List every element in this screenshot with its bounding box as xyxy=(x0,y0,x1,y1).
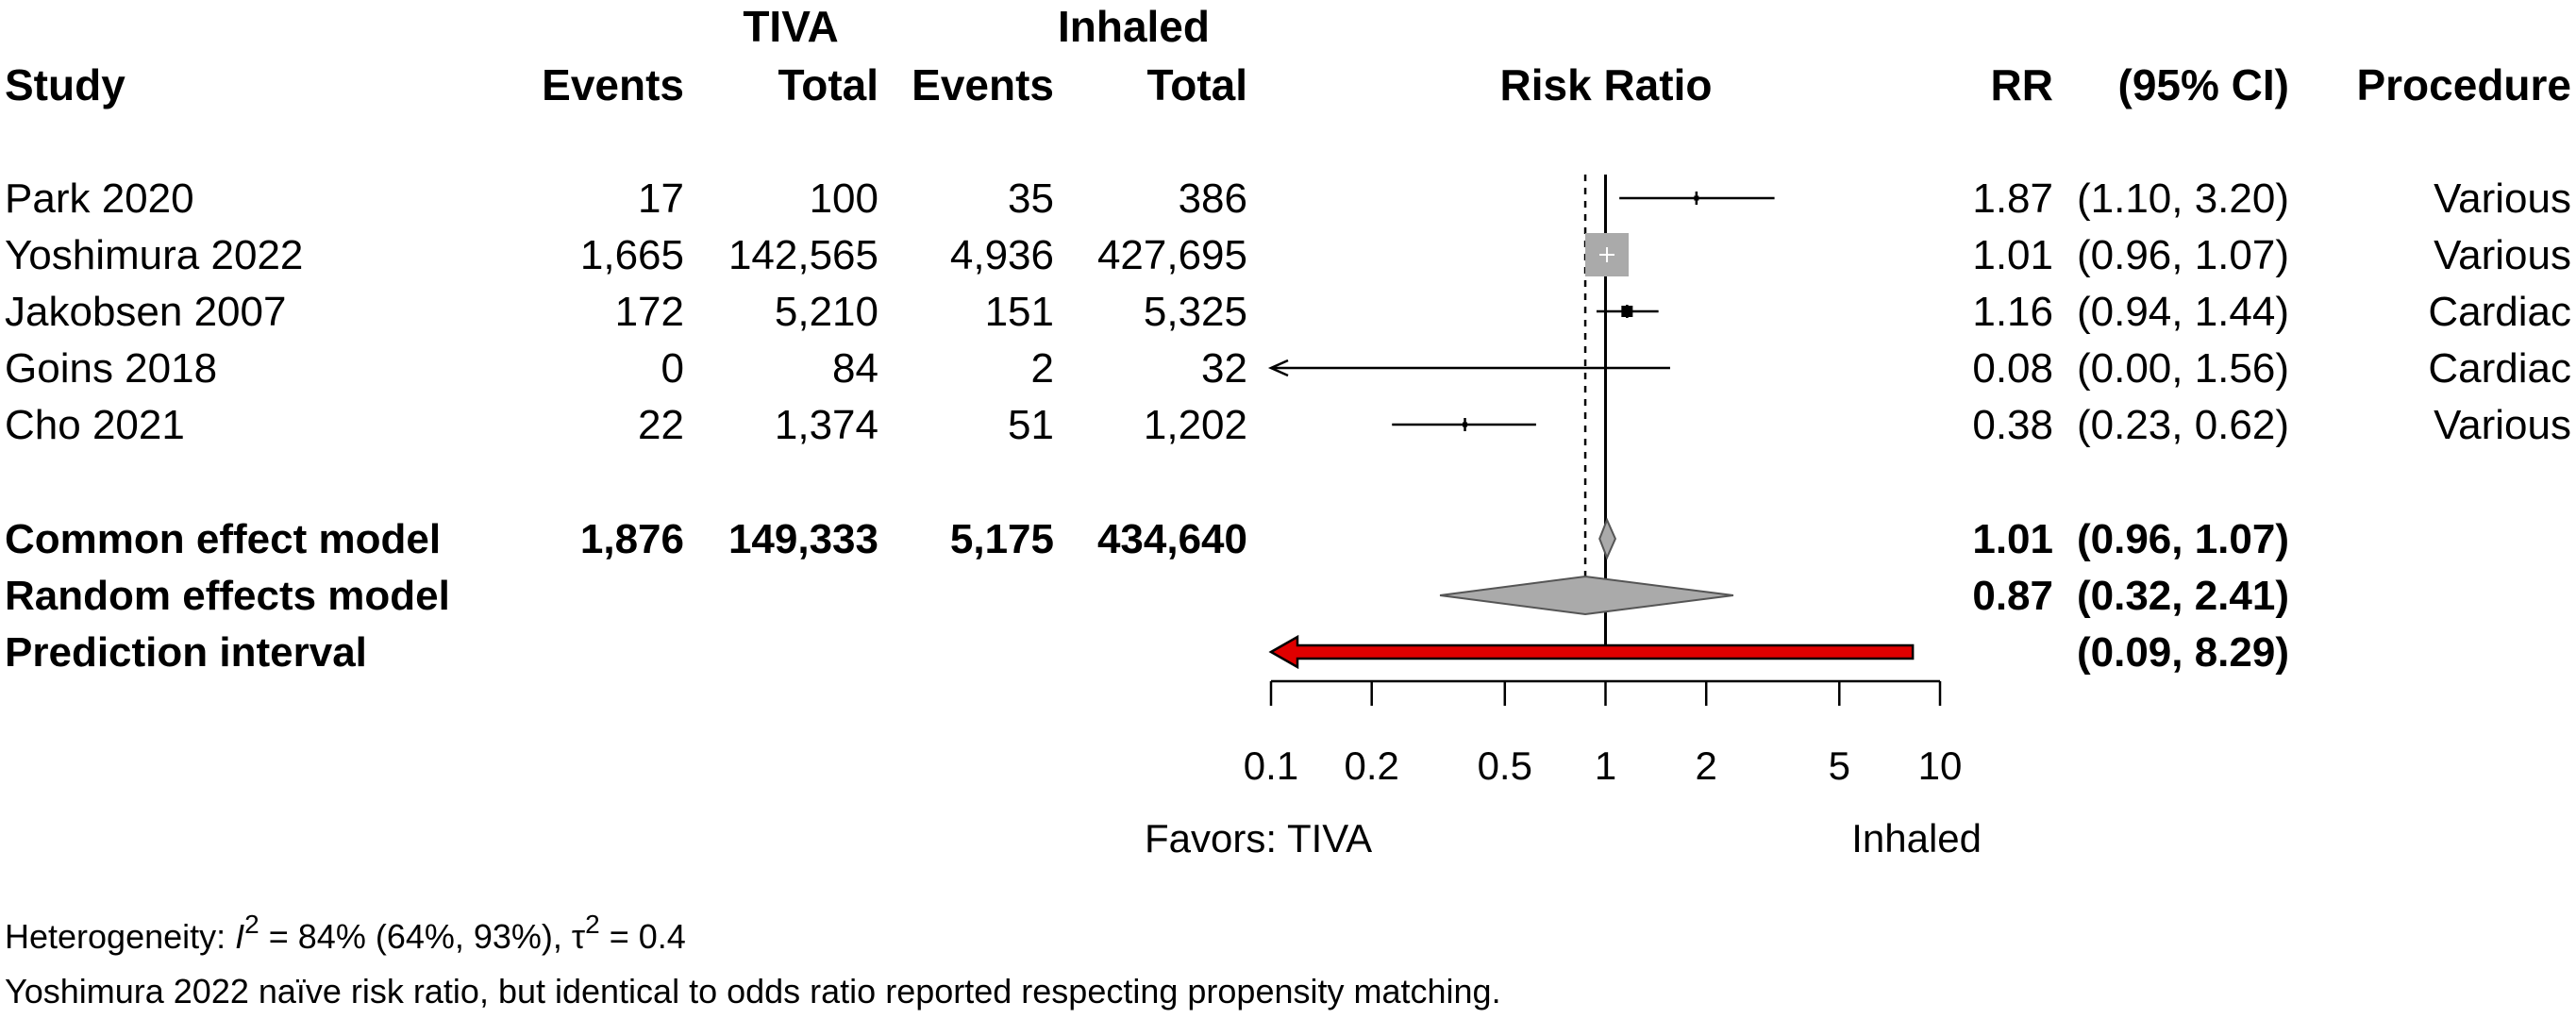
x-tick-label: 1 xyxy=(1595,743,1616,788)
header-procedure: Procedure xyxy=(2356,60,2571,109)
row-ci: (0.00, 1.56) xyxy=(2077,345,2289,392)
row-tiva-total: 149,333 xyxy=(728,516,878,562)
row-tiva-total: 100 xyxy=(810,175,878,222)
row-name: Park 2020 xyxy=(5,175,194,222)
header-risk-ratio: Risk Ratio xyxy=(1500,60,1713,109)
row-name: Prediction interval xyxy=(5,629,367,676)
row-procedure: Cardiac xyxy=(2428,345,2571,392)
row-inhaled-total: 32 xyxy=(1201,345,1247,392)
row-inhaled-total: 427,695 xyxy=(1097,232,1247,278)
header-study: Study xyxy=(5,60,125,109)
row-ci: (1.10, 3.20) xyxy=(2077,175,2289,222)
row-inhaled-total: 434,640 xyxy=(1097,516,1247,562)
header-inhaled: Inhaled xyxy=(1058,2,1210,51)
row-rr: 0.38 xyxy=(1972,402,2053,448)
row-ci: (0.32, 2.41) xyxy=(2077,573,2289,619)
row-inhaled-events: 4,936 xyxy=(950,232,1054,278)
x-axis: 0.1 0.2 0.5 1 2 5 10 Favors: TIVA Inhaled xyxy=(1145,679,1982,860)
row-tiva-total: 142,565 xyxy=(728,232,878,278)
heterogeneity-text: Heterogeneity: I2 = 84% (64%, 93%), τ2 =… xyxy=(5,910,686,956)
row-name: Jakobsen 2007 xyxy=(5,289,286,335)
summary-diamond xyxy=(1598,517,1617,560)
footer: Heterogeneity: I2 = 84% (64%, 93%), τ2 =… xyxy=(5,910,1501,1011)
row-tiva-events: 22 xyxy=(638,402,684,448)
x-tick-label: 0.2 xyxy=(1345,743,1399,788)
row-rr: 1.16 xyxy=(1972,289,2053,335)
row-inhaled-total: 1,202 xyxy=(1144,402,1247,448)
x-tick-label: 0.1 xyxy=(1244,743,1298,788)
prediction-interval-bar xyxy=(1268,634,1915,670)
row-procedure: Various xyxy=(2434,402,2571,448)
row-name: Random effects model xyxy=(5,573,450,619)
row-inhaled-events: 151 xyxy=(985,289,1054,335)
row-tiva-events: 1,876 xyxy=(580,516,684,562)
row-name: Goins 2018 xyxy=(5,345,217,392)
row-procedure: Cardiac xyxy=(2428,289,2571,335)
row-inhaled-events: 5,175 xyxy=(950,516,1054,562)
summary-diamond xyxy=(1439,575,1734,616)
row-inhaled-events: 2 xyxy=(1031,345,1054,392)
row-rr: 0.08 xyxy=(1972,345,2053,392)
header-inhaled-events: Events xyxy=(912,60,1054,109)
x-label-left: Favors: TIVA xyxy=(1145,816,1372,860)
header-inhaled-total: Total xyxy=(1147,60,1247,109)
row-inhaled-events: 51 xyxy=(1008,402,1054,448)
footnote-text: Yoshimura 2022 naïve risk ratio, but ide… xyxy=(5,972,1501,1011)
row-ci: (0.09, 8.29) xyxy=(2077,629,2289,676)
x-tick-label: 2 xyxy=(1696,743,1717,788)
x-tick-label: 10 xyxy=(1918,743,1963,788)
header-tiva-events: Events xyxy=(542,60,684,109)
row-procedure: Various xyxy=(2434,175,2571,222)
row-rr: 0.87 xyxy=(1972,573,2053,619)
row-tiva-events: 1,665 xyxy=(580,232,684,278)
row-rr: 1.01 xyxy=(1972,516,2053,562)
row-rr: 1.01 xyxy=(1972,232,2053,278)
column-headers: TIVA Inhaled Study Events Total Events T… xyxy=(5,2,2571,109)
row-tiva-total: 1,374 xyxy=(775,402,878,448)
header-tiva-total: Total xyxy=(778,60,878,109)
row-name: Common effect model xyxy=(5,516,441,562)
row-name: Yoshimura 2022 xyxy=(5,232,303,278)
row-inhaled-total: 386 xyxy=(1179,175,1247,222)
row-name: Cho 2021 xyxy=(5,402,185,448)
row-ci: (0.94, 1.44) xyxy=(2077,289,2289,335)
x-tick-label: 0.5 xyxy=(1478,743,1532,788)
row-tiva-total: 5,210 xyxy=(775,289,878,335)
header-rr: RR xyxy=(1991,60,2053,109)
row-tiva-events: 17 xyxy=(638,175,684,222)
row-tiva-events: 172 xyxy=(615,289,684,335)
ci-arrow-left xyxy=(1267,359,1289,377)
plot-area xyxy=(1267,175,1915,670)
row-ci: (0.96, 1.07) xyxy=(2077,516,2289,562)
row-tiva-events: 0 xyxy=(661,345,684,392)
row-procedure: Various xyxy=(2434,232,2571,278)
row-tiva-total: 84 xyxy=(832,345,878,392)
row-rr: 1.87 xyxy=(1972,175,2053,222)
row-inhaled-events: 35 xyxy=(1008,175,1054,222)
header-ci: (95% CI) xyxy=(2118,60,2289,109)
table-rows: Park 2020 17 100 35 386 1.87 (1.10, 3.20) Vario… xyxy=(5,175,2571,676)
row-inhaled-total: 5,325 xyxy=(1144,289,1247,335)
row-ci: (0.96, 1.07) xyxy=(2077,232,2289,278)
row-ci: (0.23, 0.62) xyxy=(2077,402,2289,448)
header-tiva: TIVA xyxy=(743,2,838,51)
x-tick-label: 5 xyxy=(1829,743,1850,788)
x-label-right: Inhaled xyxy=(1851,816,1982,860)
